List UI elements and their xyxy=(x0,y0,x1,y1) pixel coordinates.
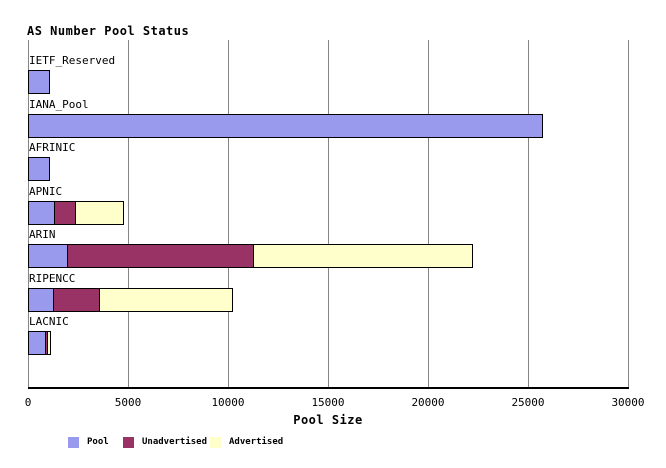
bar-segment-pool xyxy=(29,202,54,224)
legend-label: Pool xyxy=(87,437,109,447)
bar-afrinic xyxy=(28,157,50,181)
x-tick-label: 30000 xyxy=(611,396,645,409)
bar-ietf_reserved xyxy=(28,70,50,94)
bar-ripencc xyxy=(28,288,233,312)
bar-segment-pool xyxy=(29,332,45,354)
plot-area: IETF_Reserved IANA_Pool AFRINIC APNIC ARIN RI… xyxy=(28,40,629,388)
x-axis-title: Pool Size xyxy=(293,413,363,427)
gridline xyxy=(228,40,229,388)
bar-segment-unadvertised xyxy=(53,289,99,311)
category-label: ARIN xyxy=(29,228,56,241)
bar-apnic xyxy=(28,201,124,225)
bar-segment-pool xyxy=(29,158,49,180)
category-label: APNIC xyxy=(29,185,63,198)
legend-swatch-pool xyxy=(68,437,79,448)
gridline xyxy=(328,40,329,388)
x-tick-label: 20000 xyxy=(411,396,445,409)
bar-segment-pool xyxy=(29,289,53,311)
bar-segment-unadvertised xyxy=(45,332,47,354)
legend-swatch-unadvertised xyxy=(123,437,134,448)
x-tick-label: 10000 xyxy=(211,396,245,409)
bar-segment-advertised xyxy=(75,202,123,224)
bar-segment-pool xyxy=(29,245,67,267)
category-label: AFRINIC xyxy=(29,141,76,154)
gridline xyxy=(128,40,129,388)
category-label: RIPENCC xyxy=(29,272,76,285)
gridline xyxy=(428,40,429,388)
bar-segment-pool xyxy=(29,115,542,137)
legend: Pool Unadvertised Advertised xyxy=(0,436,666,450)
bar-segment-advertised xyxy=(99,289,232,311)
legend-swatch-advertised xyxy=(210,437,221,448)
chart-title: AS Number Pool Status xyxy=(27,24,190,38)
x-tick-label: 0 xyxy=(24,396,32,409)
x-tick-label: 5000 xyxy=(114,396,142,409)
gridline xyxy=(528,40,529,388)
bar-segment-pool xyxy=(29,71,49,93)
bar-segment-unadvertised xyxy=(54,202,75,224)
bar-segment-unadvertised xyxy=(67,245,253,267)
gridline xyxy=(628,40,629,388)
x-tick-label: 15000 xyxy=(311,396,345,409)
bar-lacnic xyxy=(28,331,51,355)
bar-segment-advertised xyxy=(47,332,50,354)
category-label: LACNIC xyxy=(29,315,69,328)
x-tick-label: 25000 xyxy=(511,396,545,409)
bar-segment-advertised xyxy=(253,245,472,267)
bar-arin xyxy=(28,244,473,268)
category-label: IETF_Reserved xyxy=(29,54,116,67)
category-label: IANA_Pool xyxy=(29,98,89,111)
bar-iana_pool xyxy=(28,114,543,138)
x-axis-line xyxy=(28,387,629,389)
legend-label: Unadvertised xyxy=(142,437,208,447)
legend-label: Advertised xyxy=(229,437,284,447)
